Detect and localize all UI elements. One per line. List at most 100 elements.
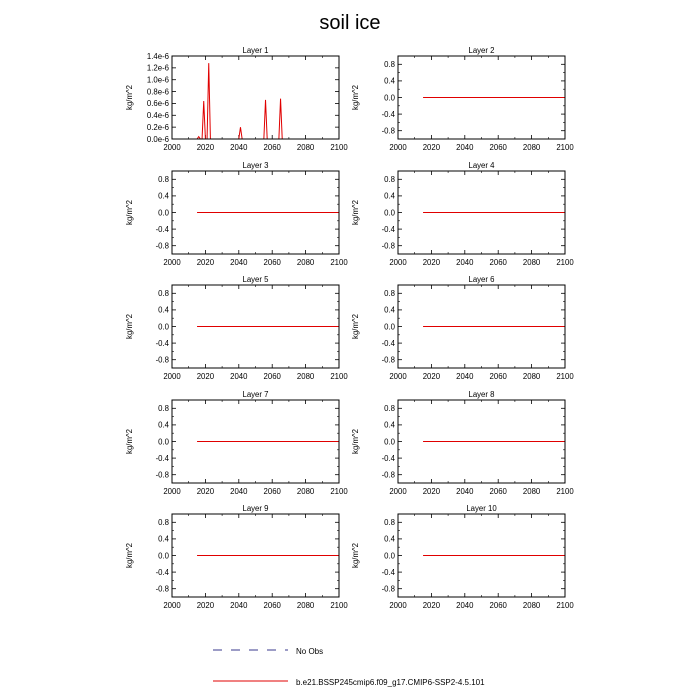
y-tick-label: 0.0e-6 <box>147 135 169 144</box>
y-axis-label: kg/m^2 <box>125 543 134 568</box>
x-tick-label: 2100 <box>556 143 574 152</box>
y-tick-label: 0.0 <box>384 208 396 217</box>
y-tick-label: 1.4e-6 <box>147 52 169 61</box>
series-line <box>196 63 339 140</box>
y-tick-label: 0.4e-6 <box>147 111 169 120</box>
y-tick-label: 0.4 <box>384 421 396 430</box>
x-tick-label: 2040 <box>230 258 248 267</box>
x-tick-label: 2080 <box>523 258 541 267</box>
y-tick-label: -0.8 <box>156 356 169 365</box>
x-tick-label: 2060 <box>490 487 508 496</box>
y-tick-label: 0.8 <box>158 518 169 527</box>
panel-title: Layer 2 <box>468 46 494 55</box>
panel-title: Layer 8 <box>468 390 494 399</box>
y-axis-label: kg/m^2 <box>351 85 360 110</box>
y-tick-label: 0.8 <box>158 404 169 413</box>
y-axis-label: kg/m^2 <box>351 543 360 568</box>
x-tick-label: 2080 <box>297 601 315 610</box>
y-tick-label: 0.8e-6 <box>147 87 169 96</box>
y-tick-label: -0.8 <box>382 585 395 594</box>
x-tick-label: 2000 <box>163 143 181 152</box>
x-tick-label: 2020 <box>197 601 215 610</box>
y-tick-label: 0.8 <box>158 175 169 184</box>
y-tick-label: -0.8 <box>156 471 169 480</box>
legend-no-obs-label: No Obs <box>296 647 323 656</box>
x-tick-label: 2040 <box>456 487 474 496</box>
x-tick-label: 2080 <box>297 487 315 496</box>
x-tick-label: 2060 <box>490 258 508 267</box>
x-tick-label: 2020 <box>197 372 215 381</box>
y-tick-label: 0.0 <box>158 208 170 217</box>
x-tick-label: 2100 <box>330 258 348 267</box>
y-tick-label: 0.0 <box>384 322 396 331</box>
x-tick-label: 2040 <box>456 601 474 610</box>
panel-title: Layer 4 <box>468 161 495 170</box>
y-axis-label: kg/m^2 <box>125 85 134 110</box>
panel-title: Layer 3 <box>242 161 268 170</box>
x-tick-label: 2060 <box>264 372 282 381</box>
y-tick-label: 0.4 <box>384 535 396 544</box>
panel-title: Layer 6 <box>468 275 494 284</box>
plot-frame <box>397 284 566 369</box>
y-tick-label: -0.4 <box>382 454 396 463</box>
plot-frame <box>171 284 340 369</box>
y-tick-label: 0.4 <box>158 421 170 430</box>
x-tick-label: 2020 <box>423 258 441 267</box>
x-tick-label: 2040 <box>230 601 248 610</box>
plot-frame <box>397 513 566 598</box>
y-tick-label: -0.4 <box>382 568 396 577</box>
x-tick-label: 2020 <box>423 372 441 381</box>
plot-frame <box>171 170 340 255</box>
plot-frame <box>171 55 340 140</box>
y-tick-label: -0.8 <box>156 585 169 594</box>
x-tick-label: 2080 <box>297 372 315 381</box>
y-tick-label: -0.4 <box>382 225 396 234</box>
panel-title: Layer 9 <box>242 504 268 513</box>
x-tick-label: 2020 <box>197 258 215 267</box>
x-tick-label: 2080 <box>523 601 541 610</box>
y-tick-label: 0.2e-6 <box>147 123 169 132</box>
x-tick-label: 2100 <box>556 258 574 267</box>
legend: No Obs b.e21.BSSP245cmip6.f09_g17.CMIP6-… <box>213 647 485 687</box>
panel-layer-7: Layer 7 kg/m^2 0.8 0.4 0.0 -0.4 -0.8 2000 2020 20… <box>125 390 348 496</box>
x-tick-label: 2100 <box>556 372 574 381</box>
x-tick-label: 2060 <box>264 487 282 496</box>
y-axis-label: kg/m^2 <box>351 314 360 339</box>
x-tick-label: 2020 <box>197 143 215 152</box>
x-tick-label: 2000 <box>163 372 181 381</box>
y-tick-label: -0.8 <box>382 127 395 136</box>
y-tick-label: -0.4 <box>156 568 170 577</box>
y-tick-label: -0.8 <box>156 242 169 251</box>
y-tick-label: 0.4 <box>158 306 170 315</box>
y-axis-label: kg/m^2 <box>125 200 134 225</box>
x-tick-label: 2100 <box>330 143 348 152</box>
x-tick-label: 2080 <box>523 487 541 496</box>
x-tick-label: 2080 <box>297 143 315 152</box>
y-tick-label: 0.0 <box>384 93 396 102</box>
x-tick-label: 2020 <box>423 487 441 496</box>
y-tick-label: 0.6e-6 <box>147 99 169 108</box>
x-tick-label: 2000 <box>163 487 181 496</box>
plot-frame <box>171 399 340 484</box>
y-tick-label: -0.4 <box>382 110 396 119</box>
y-tick-label: 0.0 <box>384 551 396 560</box>
y-tick-label: 0.8 <box>384 518 395 527</box>
x-tick-label: 2000 <box>389 143 407 152</box>
plot-frame <box>171 513 340 598</box>
x-tick-label: 2000 <box>389 601 407 610</box>
y-tick-label: 0.0 <box>158 322 170 331</box>
panel-layer-4: Layer 4 kg/m^2 0.8 0.4 0.0 -0.4 -0.8 2000 2020 20… <box>351 161 574 267</box>
x-tick-label: 2100 <box>330 372 348 381</box>
y-tick-label: -0.4 <box>156 225 170 234</box>
plot-frame <box>397 55 566 140</box>
y-tick-label: 0.8 <box>158 289 169 298</box>
x-tick-label: 2100 <box>330 601 348 610</box>
y-tick-label: 0.4 <box>158 535 170 544</box>
y-tick-label: 0.8 <box>384 404 395 413</box>
y-tick-label: 0.0 <box>384 437 396 446</box>
panel-layer-6: Layer 6 kg/m^2 0.8 0.4 0.0 -0.4 -0.8 2000 2020 20… <box>351 275 574 381</box>
x-tick-label: 2060 <box>490 143 508 152</box>
panels-grid: Layer 1 kg/m^2 0.0e-6 0.2e-6 0.4e-6 0.6e-6 0.8… <box>125 46 574 610</box>
y-axis-label: kg/m^2 <box>351 200 360 225</box>
x-tick-label: 2100 <box>556 487 574 496</box>
